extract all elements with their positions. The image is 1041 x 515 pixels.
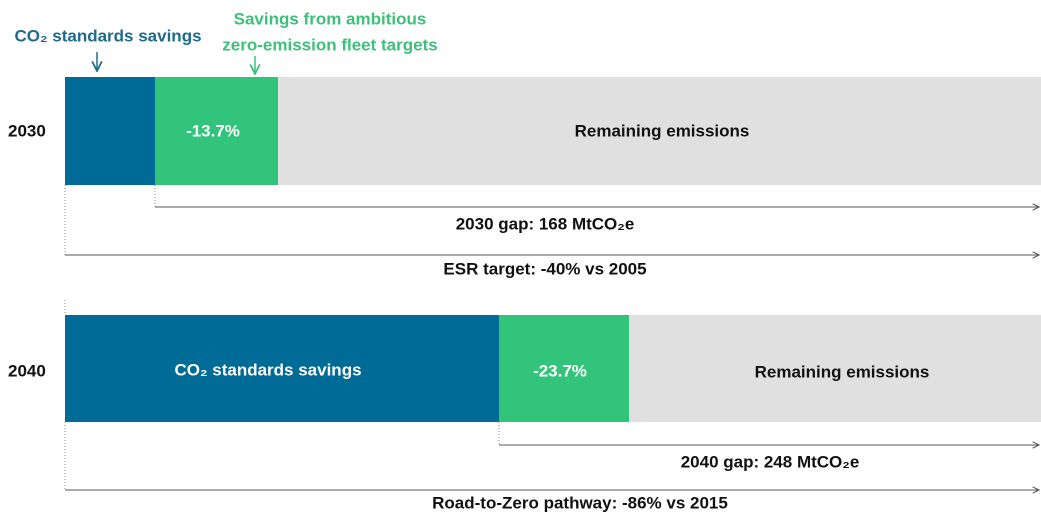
segment (155, 77, 278, 185)
gap-label: 2040 gap: 248 MtCO₂e (681, 452, 860, 471)
row-label: 2030 (8, 121, 46, 140)
segment (629, 315, 1041, 422)
segment-label: Remaining emissions (575, 121, 750, 140)
annotation: Savings from ambitious (234, 9, 427, 28)
annotation: CO₂ standards savings (14, 26, 201, 45)
segment (499, 315, 629, 422)
gap-label: 2030 gap: 168 MtCO₂e (456, 214, 635, 233)
segment-label: -23.7% (533, 361, 587, 380)
segment-label: Remaining emissions (755, 362, 930, 381)
row-label: 2040 (8, 361, 46, 380)
target-label: ESR target: -40% vs 2005 (443, 259, 646, 278)
segment (65, 77, 155, 185)
annotation: zero-emission fleet targets (222, 35, 437, 54)
target-label: Road-to-Zero pathway: -86% vs 2015 (432, 493, 728, 512)
segment-label: -13.7% (186, 121, 240, 140)
segment (278, 77, 1041, 185)
segment (65, 315, 499, 422)
segment-label: CO₂ standards savings (174, 360, 361, 379)
